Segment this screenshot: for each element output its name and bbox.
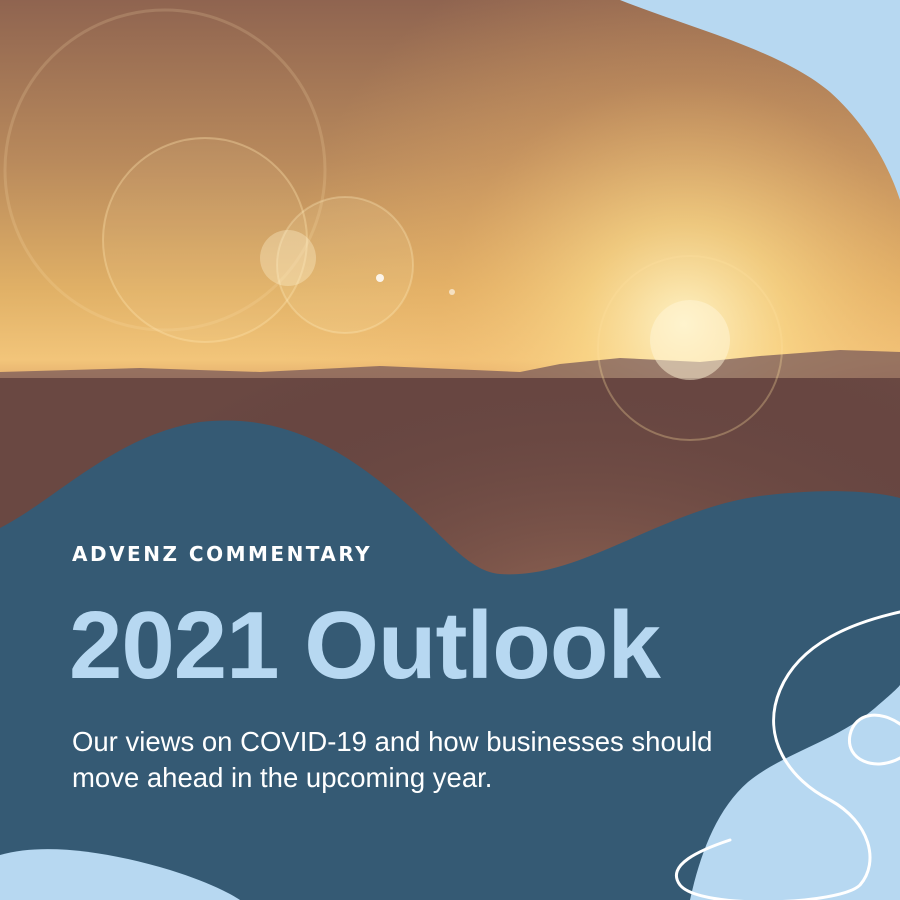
top-right-light-blue-blob: [620, 0, 900, 200]
headline: 2021 Outlook: [69, 592, 661, 699]
subtitle: Our views on COVID-19 and how businesses…: [72, 726, 713, 793]
navy-blob: [0, 420, 900, 900]
white-loop-line: [848, 713, 900, 766]
white-swirl-line: [675, 610, 900, 900]
eyebrow-label: ADVENZ COMMENTARY: [72, 542, 373, 566]
bottom-left-light-blue-blob: [0, 849, 240, 900]
bottom-right-light-blue-blob: [690, 685, 900, 900]
